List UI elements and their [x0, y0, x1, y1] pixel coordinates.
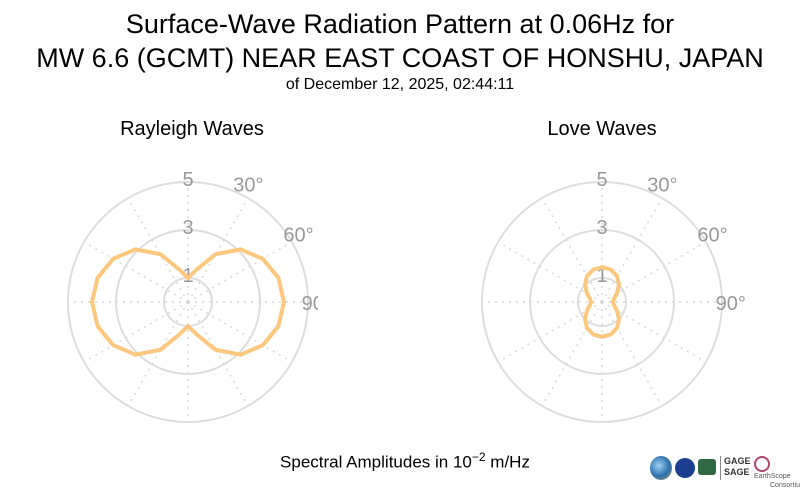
theta-tick-label: 90° [302, 293, 318, 315]
polar-spoke-300 [497, 241, 603, 303]
x-axis-label: Spectral Amplitudes in 10−2 m/Hz [0, 450, 800, 473]
earthscope-ring-icon [754, 456, 770, 472]
polar-spoke-330 [127, 197, 189, 303]
polar-spoke-30 [601, 197, 663, 303]
chart-title-line-2: MW 6.6 (GCMT) NEAR EAST COAST OF HONSHU,… [36, 43, 764, 73]
polar-spoke-150 [601, 301, 663, 407]
sage-logo-text: SAGE [724, 467, 750, 477]
theta-tick-label: 30° [233, 175, 263, 197]
love-polar-plot: 1 3 5 30° 60° 90° [481, 169, 746, 423]
polar-spoke-120 [187, 301, 293, 363]
polar-spoke-210 [127, 301, 189, 407]
r-tick-label: 5 [182, 169, 193, 191]
polar-spoke-240 [497, 301, 603, 363]
gage-sage-logo: GAGE SAGE [720, 456, 754, 480]
rayleigh-panel-title: Rayleigh Waves [120, 118, 264, 140]
polar-grid-circle-1 [577, 277, 627, 327]
theta-tick-label: 60° [283, 225, 313, 247]
theta-tick-label: 30° [647, 175, 677, 197]
polar-grid-circle-5 [481, 181, 723, 423]
r-tick-label: 5 [596, 169, 607, 191]
x-axis-label-base: 10 [452, 452, 472, 472]
theta-tick-label: 90° [716, 293, 746, 315]
chart-title-line-3: of December 12, 2025, 02:44:11 [285, 76, 515, 93]
polar-spoke-120 [601, 301, 707, 363]
polar-spoke-60 [601, 241, 707, 303]
x-axis-label-exponent: −2 [471, 450, 486, 464]
nasa-logo-icon [675, 458, 695, 478]
polar-spoke-330 [541, 197, 603, 303]
polar-spoke-150 [187, 301, 249, 407]
r-tick-label: 1 [596, 265, 607, 287]
r-tick-label: 3 [596, 217, 607, 239]
love-panel-title: Love Waves [547, 118, 657, 140]
consortium-logo-text: Consortium [770, 482, 800, 489]
polar-grid-circle-3 [115, 229, 261, 375]
sponsor-logos: GAGE SAGE EarthScope Consortium [650, 452, 800, 489]
polar-spoke-30 [187, 197, 249, 303]
chart-title-line-1: Surface-Wave Radiation Pattern at 0.06Hz… [125, 9, 675, 39]
theta-tick-label: 60° [697, 225, 727, 247]
radiation-pattern-line [583, 265, 621, 339]
earthscope-logo-text: EarthScope [754, 473, 791, 480]
x-axis-label-prefix: Spectral Amplitudes in [280, 452, 453, 472]
polar-grid-circle-5 [67, 181, 309, 423]
x-axis-label-unit: m/Hz [485, 452, 530, 472]
nsf-logo-icon [650, 456, 672, 480]
polar-spoke-300 [83, 241, 189, 303]
radiation-pattern-line [90, 247, 286, 357]
earthscope-logo: EarthScope Consortium [754, 456, 800, 489]
polar-spoke-60 [187, 241, 293, 303]
usgs-logo-icon [698, 459, 716, 475]
r-tick-label: 3 [182, 217, 193, 239]
polar-spoke-210 [541, 301, 603, 407]
gage-logo-text: GAGE [724, 456, 751, 466]
polar-grid-circle-3 [529, 229, 675, 375]
polar-spoke-240 [83, 301, 189, 363]
